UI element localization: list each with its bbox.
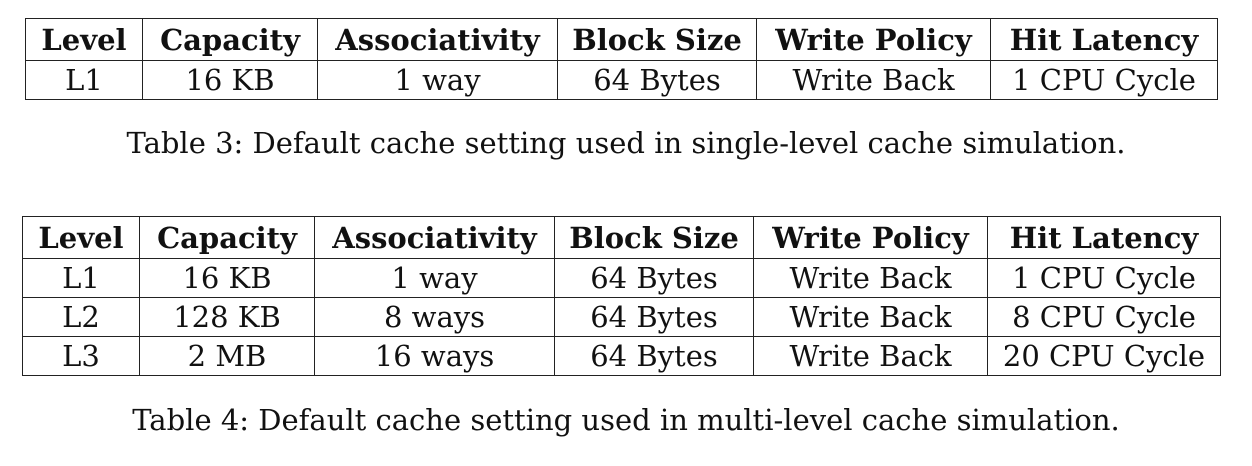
cell-associativity: 16 ways xyxy=(314,336,555,376)
table-header-row: Level Capacity Associativity Block Size … xyxy=(22,216,1221,259)
cell-associativity: 1 way xyxy=(314,258,555,298)
cell-associativity: 1 way xyxy=(317,60,558,100)
table-row: L3 2 MB 16 ways 64 Bytes Write Back 20 C… xyxy=(22,336,1221,376)
table-caption: Table 4: Default cache setting used in m… xyxy=(132,403,1120,437)
cell-hit-latency: 8 CPU Cycle xyxy=(987,297,1221,337)
header-hit-latency: Hit Latency xyxy=(990,18,1218,61)
cell-write-policy: Write Back xyxy=(756,60,991,100)
cell-capacity: 2 MB xyxy=(139,336,315,376)
header-level: Level xyxy=(22,216,140,259)
cell-hit-latency: 1 CPU Cycle xyxy=(987,258,1221,298)
cell-hit-latency: 20 CPU Cycle xyxy=(987,336,1221,376)
cell-level: L1 xyxy=(25,60,143,100)
table-row: L2 128 KB 8 ways 64 Bytes Write Back 8 C… xyxy=(22,297,1221,337)
cell-write-policy: Write Back xyxy=(753,297,988,337)
cell-level: L1 xyxy=(22,258,140,298)
cell-write-policy: Write Back xyxy=(753,258,988,298)
cell-capacity: 128 KB xyxy=(139,297,315,337)
cell-capacity: 16 KB xyxy=(139,258,315,298)
header-associativity: Associativity xyxy=(314,216,555,259)
header-capacity: Capacity xyxy=(142,18,318,61)
cell-block-size: 64 Bytes xyxy=(557,60,757,100)
header-write-policy: Write Policy xyxy=(753,216,988,259)
cell-level: L2 xyxy=(22,297,140,337)
header-hit-latency: Hit Latency xyxy=(987,216,1221,259)
table-single-level-cache: Level Capacity Associativity Block Size … xyxy=(25,18,1218,100)
cell-associativity: 8 ways xyxy=(314,297,555,337)
table-caption: Table 3: Default cache setting used in s… xyxy=(126,126,1126,160)
cell-capacity: 16 KB xyxy=(142,60,318,100)
cell-write-policy: Write Back xyxy=(753,336,988,376)
cell-block-size: 64 Bytes xyxy=(554,297,754,337)
table-multi-level-cache: Level Capacity Associativity Block Size … xyxy=(22,216,1221,376)
header-level: Level xyxy=(25,18,143,61)
header-block-size: Block Size xyxy=(557,18,757,61)
cell-block-size: 64 Bytes xyxy=(554,258,754,298)
table-row: L1 16 KB 1 way 64 Bytes Write Back 1 CPU… xyxy=(25,60,1218,100)
header-write-policy: Write Policy xyxy=(756,18,991,61)
cell-level: L3 xyxy=(22,336,140,376)
cell-hit-latency: 1 CPU Cycle xyxy=(990,60,1218,100)
cell-block-size: 64 Bytes xyxy=(554,336,754,376)
header-capacity: Capacity xyxy=(139,216,315,259)
table-header-row: Level Capacity Associativity Block Size … xyxy=(25,18,1218,61)
table-row: L1 16 KB 1 way 64 Bytes Write Back 1 CPU… xyxy=(22,258,1221,298)
header-block-size: Block Size xyxy=(554,216,754,259)
header-associativity: Associativity xyxy=(317,18,558,61)
